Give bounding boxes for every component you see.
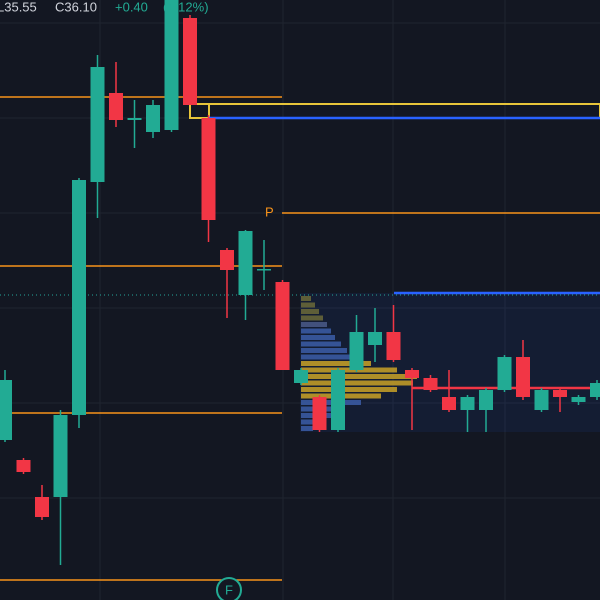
header-low: L35.55 <box>0 0 37 14</box>
profile-row <box>301 335 335 340</box>
candle-body <box>571 397 586 402</box>
candle-body <box>294 370 308 383</box>
header-change: +0.40 <box>115 0 148 14</box>
candle-body <box>35 497 49 517</box>
candle-body <box>257 269 271 271</box>
candle-body <box>368 332 382 345</box>
profile-row <box>301 341 341 347</box>
profile-row <box>301 348 347 353</box>
candle-body <box>183 18 197 105</box>
profile-row <box>301 315 323 321</box>
candle-body <box>534 390 549 410</box>
event-marker-label: F <box>225 582 233 597</box>
level-label: P <box>265 204 274 219</box>
profile-row <box>301 419 319 425</box>
profile-row <box>301 361 371 366</box>
candle-body <box>53 415 68 497</box>
zone-anchor <box>189 103 210 119</box>
candle-body <box>275 282 290 370</box>
profile-row <box>301 328 331 334</box>
candle-body <box>109 93 123 120</box>
candle-body <box>127 118 142 120</box>
profile-row <box>301 296 311 301</box>
candle-body <box>90 67 105 182</box>
profile-row <box>301 426 313 431</box>
candle-body <box>442 397 456 410</box>
candle-body <box>460 397 475 410</box>
profile-row <box>301 322 327 327</box>
profile-row <box>301 374 417 379</box>
candle-body <box>312 397 327 430</box>
candle-body <box>497 357 512 390</box>
profile-row <box>301 302 315 308</box>
zone <box>189 103 600 119</box>
candle-body <box>349 332 364 370</box>
candle-body <box>146 105 160 132</box>
profile-row <box>301 354 359 360</box>
candle-body <box>72 180 86 415</box>
profile-row <box>301 380 413 386</box>
candle-body <box>16 460 31 472</box>
candle-body <box>201 118 216 220</box>
candle-body <box>590 383 600 397</box>
profile-row <box>301 367 397 373</box>
candle-body <box>405 370 419 378</box>
candle-body <box>0 380 12 440</box>
profile-row <box>301 387 397 392</box>
candle-body <box>386 332 401 360</box>
candle-body <box>553 390 567 397</box>
event-marker <box>216 577 242 600</box>
candle-body <box>331 370 345 430</box>
header-close: C36.10 <box>55 0 97 14</box>
profile-row <box>301 309 319 314</box>
header-change-pct: (1.12%) <box>163 0 209 14</box>
candle-body <box>479 390 493 410</box>
legend-header: L35.55 C36.10 +0.40 (1.12%) <box>0 0 209 14</box>
candle-body <box>238 231 253 295</box>
candle-body <box>516 357 530 397</box>
candle-body <box>423 378 438 390</box>
candle-body <box>220 250 234 270</box>
candle-body <box>164 0 179 130</box>
